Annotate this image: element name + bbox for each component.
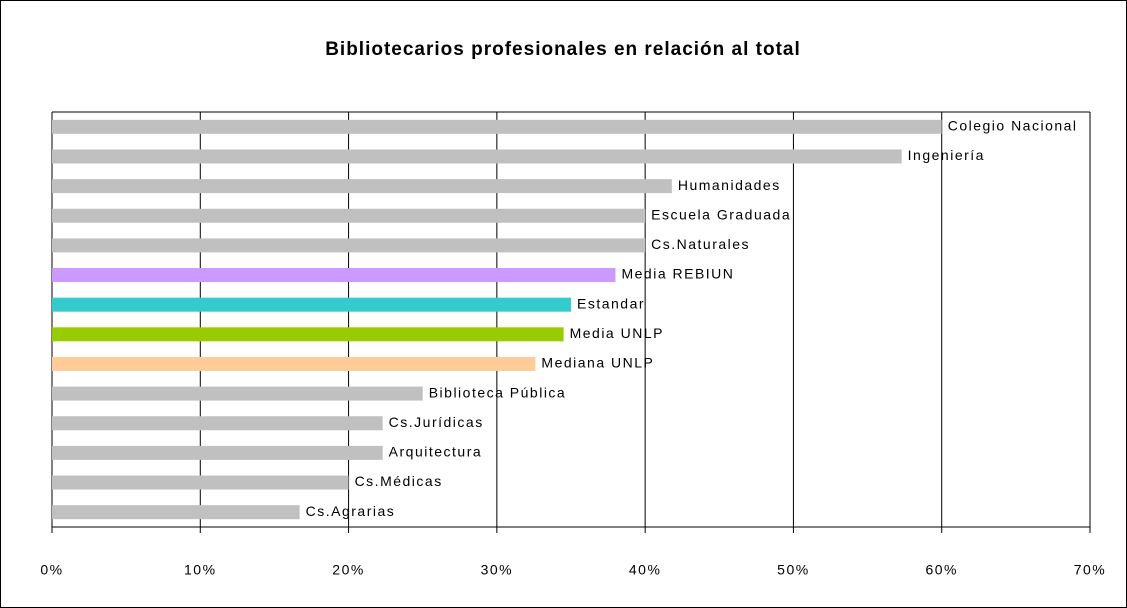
- bar-label: Cs.Naturales: [651, 236, 750, 252]
- bar-label: Cs.Jurídicas: [389, 414, 484, 430]
- x-tick-label: 0%: [40, 562, 63, 578]
- bar: [52, 119, 942, 134]
- x-tick-label: 20%: [332, 562, 365, 578]
- bar: [52, 208, 646, 223]
- bar: [52, 268, 616, 283]
- bar: [52, 297, 571, 312]
- bar-label: Cs.Agrarias: [306, 503, 396, 519]
- x-tick-label: 60%: [925, 562, 958, 578]
- bar: [52, 386, 423, 401]
- bar-label: Escuela Graduada: [651, 206, 791, 222]
- bar-label: Estandar: [577, 295, 645, 311]
- bar: [52, 505, 300, 520]
- bar: [52, 238, 646, 253]
- bar: [52, 356, 536, 371]
- bar-label: Humanidades: [678, 177, 781, 193]
- bar-label: Ingeniería: [908, 147, 985, 163]
- bar: [52, 327, 564, 342]
- bar-label: Biblioteca Pública: [429, 384, 567, 400]
- x-tick-label: 40%: [629, 562, 662, 578]
- x-tick-label: 70%: [1074, 562, 1107, 578]
- x-tick-label: 30%: [481, 562, 514, 578]
- bar-label: Arquitectura: [389, 444, 482, 460]
- x-tick-label: 50%: [777, 562, 810, 578]
- bar: [52, 445, 383, 460]
- bar: [52, 179, 672, 194]
- bar-label: Mediana UNLP: [541, 355, 654, 371]
- bar: [52, 475, 349, 490]
- bar: [52, 149, 902, 164]
- bar: [52, 416, 383, 431]
- x-tick-label: 10%: [184, 562, 217, 578]
- bar-label: Cs.Médicas: [355, 473, 443, 489]
- bar-label: Media REBIUN: [621, 266, 734, 282]
- chart-title: Bibliotecarios profesionales en relación…: [325, 39, 801, 60]
- bar-label: Colegio Nacional: [948, 118, 1078, 134]
- bar-label: Media UNLP: [570, 325, 664, 341]
